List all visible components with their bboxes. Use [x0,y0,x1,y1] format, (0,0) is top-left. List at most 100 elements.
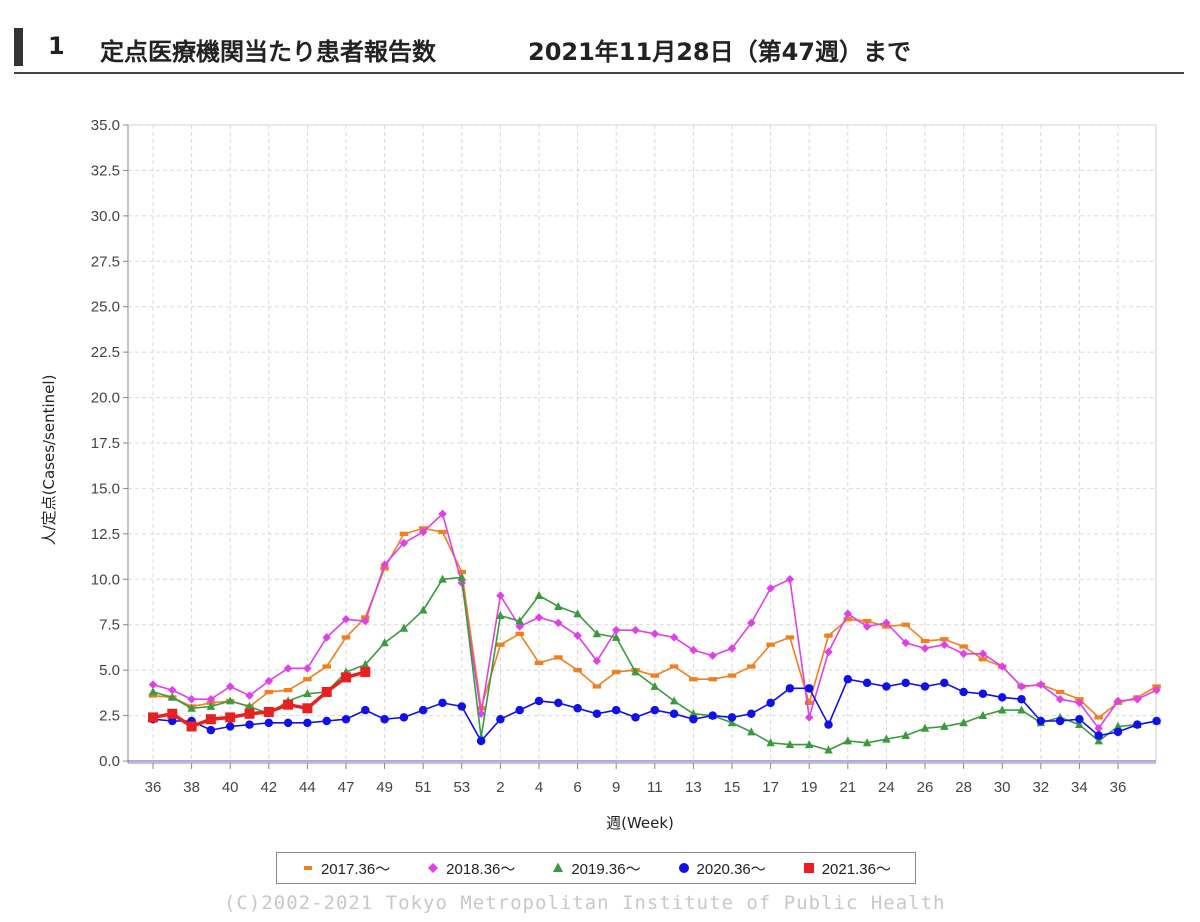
data-point [496,714,505,724]
data-point [457,702,467,711]
data-point [303,866,312,870]
x-axis-label: 週(Week) [606,814,674,832]
data-point [785,575,795,584]
legend-marker [678,863,689,873]
x-tick-label: 2 [496,779,504,796]
data-point [245,720,254,729]
x-tick-label: 34 [1071,779,1088,796]
x-tick-label: 13 [685,779,702,796]
data-point [920,644,930,653]
x-tick-label: 40 [222,779,239,796]
data-point [187,694,196,704]
data-point [1094,715,1103,720]
data-point [1017,705,1026,714]
data-point [920,682,930,691]
data-point [322,633,331,642]
y-tick-label: 35.0 [91,117,120,134]
legend-marker [303,866,312,870]
y-tick-label: 5.0 [99,662,120,679]
data-point [283,688,293,693]
legend-label: 2017.36～ [320,860,391,878]
legend-item-1: 2017.36～ [301,858,390,879]
x-tick-label: 38 [183,779,200,796]
x-tick-label: 47 [338,779,355,796]
data-point [824,647,833,657]
data-point [438,509,447,519]
data-point [341,672,351,683]
data-point [940,678,949,688]
data-point [515,631,524,636]
data-point [843,736,853,745]
data-point [785,635,795,640]
data-point [920,638,930,644]
data-point [244,708,255,719]
data-point [534,696,544,706]
data-point [592,709,602,719]
data-point [920,723,930,732]
data-point [476,706,486,711]
x-tick-label: 15 [724,779,741,796]
data-point [978,649,988,659]
data-point [747,618,756,628]
data-point [803,863,814,873]
series-3 [148,572,1161,754]
data-point [438,698,447,708]
line-chart: 0.0 2.5 5.0 7.5 10.0 12.5 15.0 17.5 20.0 22.5 25.0… [40,117,1161,832]
data-point [206,725,216,735]
data-point [708,711,717,720]
data-point [882,618,891,628]
data-point [611,705,621,715]
section-header: 1 定点医療機関当たり患者報告数 2021年11月28日（第47週）まで [14,24,1184,74]
y-tick-label: 22.5 [91,344,120,361]
data-point [669,664,679,669]
data-point [901,678,910,688]
y-tick-label: 30.0 [91,208,120,225]
data-point [1017,694,1026,704]
data-point [747,709,756,719]
x-tick-label: 9 [612,779,620,796]
x-tick-label: 30 [994,779,1011,796]
y-axis-label: 人/定点(Cases/sentinel) [40,375,58,546]
data-point [727,718,737,727]
data-point [322,664,331,669]
data-point [862,738,872,747]
legend-marker [803,863,814,873]
x-tick-label: 36 [1110,779,1127,796]
data-point [978,689,988,699]
data-point [959,644,968,649]
data-point [573,704,582,713]
data-point [1094,736,1103,745]
legend-label: 2020.36～ [696,860,766,878]
data-point [225,712,236,723]
data-point [428,863,439,873]
x-tick-label: 36 [145,779,162,796]
data-point [669,696,679,705]
x-tick-label: 21 [839,779,856,796]
legend-item-2: 2018.36～ [426,858,515,879]
data-point [186,721,197,732]
data-point [303,677,312,682]
data-point [1152,685,1161,695]
data-point [168,685,177,695]
x-tick-label: 4 [535,779,543,796]
header-accent-bar [14,28,23,66]
axes: 0.0 2.5 5.0 7.5 10.0 12.5 15.0 17.5 20.0 22.5 25.0… [91,117,1156,796]
data-point [303,664,312,673]
x-tick-label: 53 [453,779,470,796]
data-point [592,684,602,689]
data-point [804,684,814,693]
data-point [1113,696,1123,706]
x-tick-label: 51 [415,779,432,796]
data-point [206,701,216,710]
data-point [322,716,331,726]
x-tick-label: 28 [955,779,972,796]
y-tick-label: 0.0 [99,753,120,770]
data-point [785,739,795,749]
data-point [747,664,756,669]
data-point [148,712,158,723]
data-point [747,727,756,736]
data-point [650,705,660,715]
data-point [361,616,370,626]
data-point [1055,716,1065,726]
data-point [1094,731,1103,740]
